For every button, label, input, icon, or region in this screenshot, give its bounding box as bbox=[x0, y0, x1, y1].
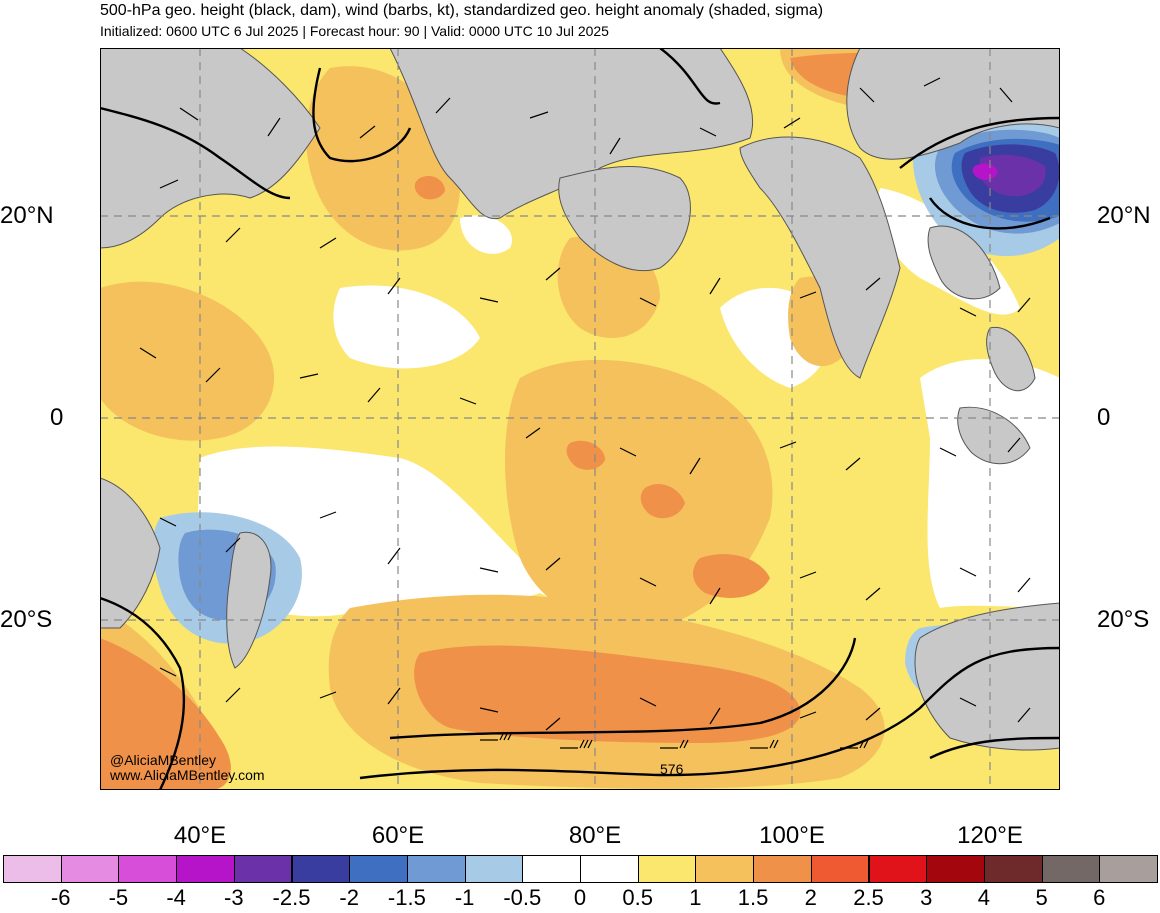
colorbar-label: 1 bbox=[689, 885, 702, 910]
lat-lon-grid bbox=[100, 48, 1060, 790]
colorbar-swatch bbox=[868, 855, 928, 883]
colorbar-swatch bbox=[753, 855, 812, 883]
colorbar-label: 6 bbox=[1093, 885, 1106, 910]
colorbar-label: -2.5 bbox=[272, 885, 311, 910]
lat-label-eq-left: 0 bbox=[50, 404, 64, 431]
colorbar-swatch bbox=[1099, 855, 1158, 883]
lon-label-100e: 100°E bbox=[759, 822, 825, 849]
colorbar-swatch bbox=[406, 855, 466, 883]
lat-label-20s-right: 20°S bbox=[1097, 606, 1150, 633]
colorbar-label: -4 bbox=[166, 885, 186, 910]
lon-label-80e: 80°E bbox=[568, 822, 622, 849]
weather-map: 576 bbox=[100, 48, 1060, 790]
lon-label-120e: 120°E bbox=[957, 822, 1023, 849]
lon-label-40e: 40°E bbox=[173, 822, 227, 849]
colorbar-swatch bbox=[1041, 855, 1101, 883]
colorbar-label: -0.5 bbox=[503, 885, 542, 910]
lon-label-60e: 60°E bbox=[371, 822, 425, 849]
colorbar-swatch bbox=[3, 855, 62, 883]
lat-label-20s-left: 20°S bbox=[0, 606, 53, 633]
colorbar-swatch bbox=[464, 855, 524, 883]
height-contours bbox=[100, 48, 1060, 790]
contour-label: 576 bbox=[660, 761, 684, 777]
colorbar-label: 0.5 bbox=[622, 885, 653, 910]
colorbar-swatch bbox=[233, 855, 293, 883]
colorbar-swatch bbox=[926, 855, 985, 883]
lat-label-20n-right: 20°N bbox=[1097, 202, 1151, 229]
credit-website: www.AliciaMBentley.com bbox=[110, 767, 265, 783]
colorbar-label: -1.5 bbox=[387, 885, 426, 910]
colorbar-label: -6 bbox=[50, 885, 71, 910]
colorbar-swatch bbox=[291, 855, 351, 883]
colorbar-label: 1.5 bbox=[737, 885, 769, 910]
colorbar-swatch bbox=[349, 855, 408, 883]
land-masses bbox=[100, 48, 1060, 751]
colorbar-label: -2 bbox=[339, 885, 359, 910]
colorbar-label: 2 bbox=[804, 885, 817, 910]
colorbar-label: -3 bbox=[224, 885, 244, 910]
colorbar-swatch bbox=[637, 855, 697, 883]
wind-barbs bbox=[139, 77, 1031, 749]
colorbar-swatch bbox=[60, 855, 120, 883]
lat-label-20n-left: 20°N bbox=[0, 202, 54, 229]
lat-label-eq-right: 0 bbox=[1097, 404, 1111, 431]
colorbar-swatch bbox=[810, 855, 870, 883]
colorbar-label: 0 bbox=[573, 885, 587, 910]
colorbar-label: -1 bbox=[454, 885, 475, 910]
colorbar-label: 2.5 bbox=[853, 885, 884, 910]
colorbar-label: 5 bbox=[1035, 885, 1048, 910]
colorbar-swatch bbox=[983, 855, 1043, 883]
colorbar-swatch bbox=[580, 855, 639, 883]
colorbar-label: 4 bbox=[977, 885, 991, 910]
map-subtitle: Initialized: 0600 UTC 6 Jul 2025 | Forec… bbox=[100, 23, 609, 39]
colorbar-swatch bbox=[522, 855, 581, 883]
map-title: 500-hPa geo. height (black, dam), wind (… bbox=[100, 2, 824, 19]
colorbar-swatch bbox=[176, 855, 235, 883]
map-frame bbox=[100, 48, 1060, 790]
colorbar-label: 3 bbox=[920, 885, 933, 910]
colorbar-swatch bbox=[118, 855, 178, 883]
colorbar-swatch bbox=[695, 855, 755, 883]
anomaly-1.5-to-2 bbox=[100, 52, 990, 790]
credit-handle: @AliciaMBentley bbox=[110, 752, 217, 768]
colorbar-label: -5 bbox=[108, 885, 129, 910]
